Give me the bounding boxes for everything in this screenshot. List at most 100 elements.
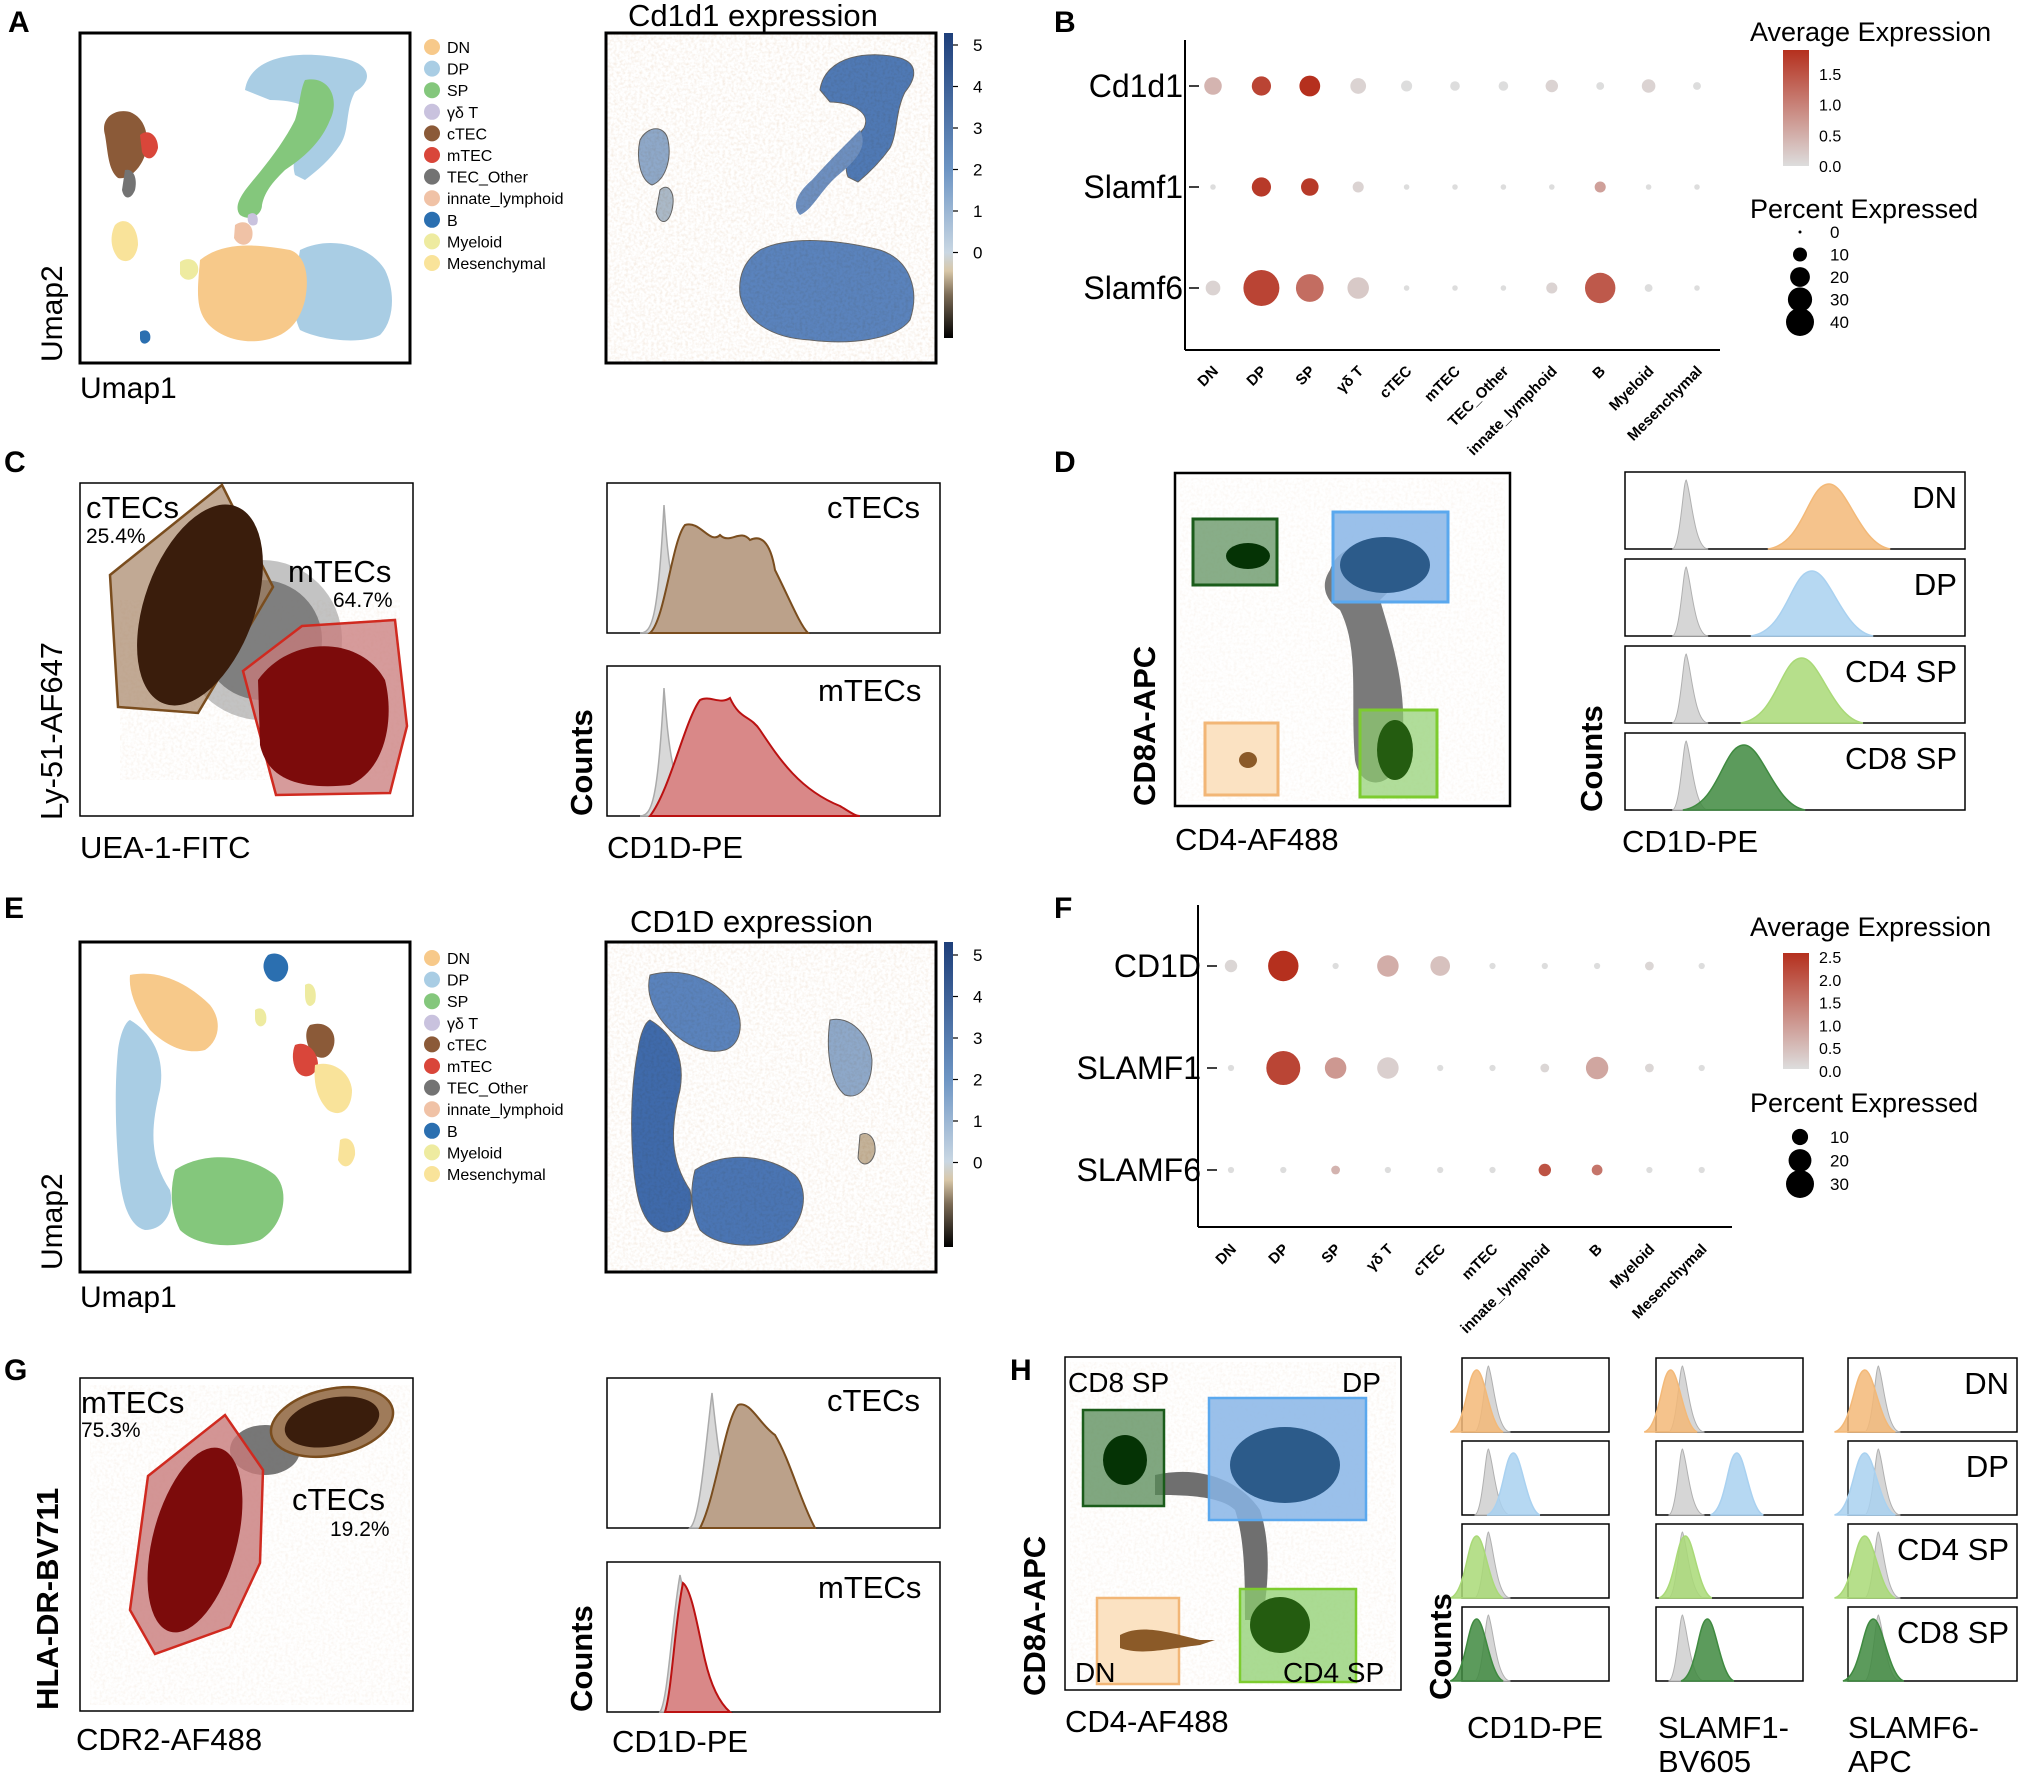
hist-ctecs-g	[698, 1403, 817, 1529]
hist-mtecs-c	[647, 696, 861, 817]
dot-mark	[1540, 1063, 1550, 1073]
hist-label: CD4 SP	[1845, 654, 1957, 689]
dot-mark	[1646, 1166, 1653, 1174]
dot-mark	[1545, 79, 1559, 93]
avg-tick-label: 1.0	[1819, 98, 1841, 115]
scale-tick-label: 0	[973, 244, 982, 263]
pct-legend-dot	[1790, 267, 1810, 287]
hist-curve	[1750, 570, 1874, 637]
dot-mark	[1645, 961, 1654, 971]
hist-label-mtecs-c: mTECs	[818, 673, 921, 708]
hist-control	[1671, 653, 1709, 724]
cluster-legend-a: DN DP SP γδ T cTEC mTEC TEC_Other innate_lympho…	[424, 39, 564, 273]
hist-column: DN DP CD4 SP CD8 SP	[1834, 1357, 2018, 1682]
hist-frame-mtecs-g	[606, 1561, 941, 1713]
dot-mark	[1450, 81, 1460, 91]
avg-tick-label: 1.5	[1819, 67, 1841, 84]
dot-mark	[1452, 285, 1458, 291]
category-label: cTEC	[1376, 363, 1415, 402]
scale-tick-label: 4	[973, 988, 982, 1007]
pct-expressed-title-b: Percent Expressed	[1750, 194, 1978, 224]
dot-mark	[1500, 184, 1507, 190]
umap-ylabel-e: Umap2	[36, 1173, 69, 1270]
legend-swatch	[424, 82, 440, 99]
flow-xlabel-d: CD4-AF488	[1175, 822, 1339, 857]
hist-stack-d: DN DP CD4 SP CD8 SP	[1624, 471, 1966, 811]
hist-xlabel-slamf6-h: SLAMF6-	[1848, 1710, 1979, 1745]
expr-umap-e	[606, 942, 936, 1272]
dot-mark	[1227, 1166, 1235, 1174]
umap-clusters-e	[115, 953, 356, 1246]
legend-swatch	[424, 1166, 440, 1182]
cluster-dn	[197, 245, 307, 342]
dot-mark	[1541, 962, 1548, 970]
category-label: DN	[1212, 1241, 1239, 1268]
dot-mark	[1331, 1165, 1340, 1175]
legend-label: Myeloid	[447, 1145, 502, 1162]
hist-xlabel-cd1d-h: CD1D-PE	[1467, 1710, 1603, 1745]
cluster-b	[140, 330, 151, 344]
panel-letter-e: E	[4, 892, 24, 925]
scale-tick-label: 0	[973, 1154, 982, 1173]
flow-ylabel-d: CD8A-APC	[1127, 646, 1162, 806]
gene-label: SLAMF6	[1077, 1152, 1201, 1188]
hist-curve	[1842, 1618, 1905, 1682]
dot-mark	[1324, 1057, 1347, 1079]
panel-letter-d: D	[1054, 446, 1076, 479]
hist-xlabel-d: CD1D-PE	[1622, 824, 1758, 859]
legend-label: DN	[447, 951, 470, 968]
hist-label: DP	[1914, 567, 1957, 602]
dot-mark	[1584, 272, 1616, 304]
avg-tick-label: 0.0	[1819, 1064, 1841, 1081]
pct-legend-label: 30	[1830, 291, 1849, 310]
legend-swatch	[424, 168, 440, 185]
legend-swatch	[424, 1079, 440, 1096]
color-scale-e	[944, 942, 953, 1247]
legend-label: Mesenchymal	[447, 256, 546, 273]
category-label: innate_lymphoid	[1464, 363, 1560, 459]
gene-label: Slamf1	[1083, 169, 1183, 205]
dot-mark	[1280, 1166, 1287, 1174]
hist-column	[1449, 1357, 1610, 1682]
legend-swatch	[424, 125, 440, 142]
legend-label: SP	[447, 83, 468, 100]
expr-umap-a	[606, 33, 936, 363]
legend-label: mTEC	[447, 148, 492, 165]
category-label: γδ T	[1363, 1241, 1397, 1275]
dot-mark	[1224, 959, 1238, 973]
hist-curve	[1449, 1369, 1504, 1433]
hist-label-ctecs-g: cTECs	[827, 1383, 920, 1418]
dot-mark	[1591, 1164, 1603, 1176]
cluster-ctec	[104, 111, 147, 179]
panel-c: cTECs 25.4% mTECs 64.7% UEA-1-FITC Ly-51…	[34, 482, 941, 865]
dot-mark	[1347, 277, 1369, 299]
hist-curve	[1682, 744, 1806, 811]
color-scale-ticks-e: 5 4 3 2 1 0	[953, 946, 982, 1173]
dot-mark	[1489, 1064, 1496, 1072]
scale-tick-label: 3	[973, 119, 982, 138]
scale-tick-label: 1	[973, 1112, 982, 1131]
expr-title-e: CD1D expression	[630, 904, 873, 939]
scale-tick-label: 4	[973, 78, 982, 97]
avg-expression-ticks-b: 1.5 1.0 0.5 0.0	[1809, 67, 1841, 176]
legend-swatch	[424, 233, 440, 250]
hist-grid-h: DN DP CD4 SP CD8 SP	[1449, 1357, 2018, 1682]
umap-xlabel-a: Umap1	[80, 372, 177, 405]
legend-label: Myeloid	[447, 234, 502, 251]
category-label: mTEC	[1421, 363, 1464, 406]
gate-label-mtecs-c: mTECs	[288, 554, 391, 589]
legend-label: DP	[447, 973, 469, 990]
hist-label: DN	[1964, 1366, 2009, 1401]
dot-mark	[1204, 77, 1222, 95]
legend-swatch	[424, 60, 440, 77]
hist-curve	[1486, 1452, 1541, 1516]
hist-label: DP	[1966, 1449, 2009, 1484]
category-label: DN	[1194, 363, 1221, 390]
hist-control	[1671, 566, 1709, 637]
avg-tick-label: 1.0	[1819, 1018, 1841, 1035]
gene-label: SLAMF1	[1077, 1050, 1201, 1086]
hist-ylabel-d: Counts	[1574, 705, 1609, 812]
dot-mark	[1698, 962, 1705, 970]
dot-mark	[1546, 282, 1558, 294]
